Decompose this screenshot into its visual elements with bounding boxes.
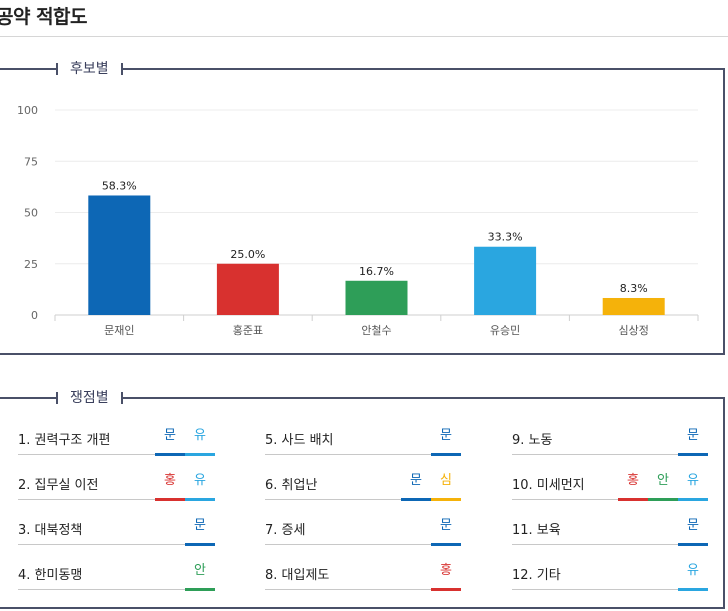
issue-label: 7. 증세 <box>265 523 306 538</box>
bar-1 <box>88 195 151 315</box>
issue-item: 3. 대북정책 문 <box>18 509 215 546</box>
y-tick-label: 0 <box>31 309 38 322</box>
candidate-tags: 문 <box>431 419 461 456</box>
issue-label: 3. 대북정책 <box>18 523 83 538</box>
issue-label: 12. 기타 <box>512 568 561 583</box>
candidate-tags: 문 <box>678 509 708 546</box>
issue-label: 2. 집무실 이전 <box>18 478 99 493</box>
issue-item: 12. 기타 유 <box>512 554 708 591</box>
issue-label: 10. 미세먼지 <box>512 478 585 493</box>
x-tick-label: 심상정 <box>619 324 649 337</box>
candidate-bar-chart: 0 25 50 75 100 58.3% 문재인 25.0% 홍준표 16.7% 안철수 33.3% 유… <box>17 104 699 337</box>
x-tick-label: 홍준표 <box>233 323 263 337</box>
bar-2 <box>216 263 279 315</box>
y-tick-label: 50 <box>24 207 38 220</box>
x-tick-label: 유승민 <box>490 324 520 337</box>
issue-item: 10. 미세먼지 홍 안 유 <box>512 464 708 501</box>
candidate-tag: 유 <box>678 554 708 591</box>
issues-panel: 쟁점별 1. 권력구조 개편 문 유 2. 집무실 이전 홍 유 3. 대북정책 문 4. 한미… <box>0 388 725 609</box>
candidate-tag: 문 <box>678 419 708 456</box>
candidate-tags: 문 <box>678 419 708 456</box>
issue-item: 2. 집무실 이전 홍 유 <box>18 464 215 501</box>
candidate-tag: 홍 <box>431 554 461 591</box>
candidate-tags: 유 <box>678 554 708 591</box>
issue-item: 8. 대입제도 홍 <box>265 554 461 591</box>
candidates-panel: 후보별 0 25 50 75 100 58.3% 문재인 25.0% 홍준표 16.7% 안철수 33… <box>0 59 725 355</box>
issue-label: 6. 취업난 <box>265 478 318 493</box>
candidate-tag: 안 <box>185 554 215 591</box>
candidate-tag: 유 <box>185 464 215 501</box>
issue-label: 1. 권력구조 개편 <box>18 433 111 448</box>
title-divider <box>0 36 728 37</box>
candidate-tag: 유 <box>185 419 215 456</box>
bar-value-label: 8.3% <box>620 282 648 295</box>
issue-item: 4. 한미동맹 안 <box>18 554 215 591</box>
candidates-section-title: 후보별 <box>56 59 123 79</box>
bar-5 <box>602 297 665 315</box>
x-tick-label: 안철수 <box>361 324 391 337</box>
issue-label: 5. 사드 배치 <box>265 433 334 448</box>
candidate-tag: 문 <box>185 509 215 546</box>
candidate-tag: 문 <box>678 509 708 546</box>
page-title: 공약 적합도 <box>0 6 88 28</box>
bar-3 <box>345 280 408 315</box>
issue-item: 7. 증세 문 <box>265 509 461 546</box>
bar-value-label: 16.7% <box>359 265 394 278</box>
bar-value-label: 25.0% <box>230 248 265 261</box>
candidate-tag: 심 <box>431 464 461 501</box>
candidate-tag: 문 <box>155 419 185 456</box>
bar-value-label: 58.3% <box>102 179 137 192</box>
y-tick-label: 100 <box>17 104 38 117</box>
candidate-tags: 안 <box>185 554 215 591</box>
issue-label: 9. 노동 <box>512 433 553 448</box>
candidate-tags: 문 <box>185 509 215 546</box>
candidate-tag: 안 <box>648 464 678 501</box>
x-tick-label: 문재인 <box>104 324 134 337</box>
candidate-tag: 문 <box>401 464 431 501</box>
candidate-tags: 홍 <box>431 554 461 591</box>
issue-item: 5. 사드 배치 문 <box>265 419 461 456</box>
issue-label: 11. 보육 <box>512 523 561 538</box>
y-tick-label: 25 <box>24 258 38 271</box>
candidate-tag: 문 <box>431 509 461 546</box>
issue-item: 9. 노동 문 <box>512 419 708 456</box>
y-tick-label: 75 <box>24 155 38 168</box>
candidate-tags: 문 <box>431 509 461 546</box>
bar-value-label: 33.3% <box>488 231 523 244</box>
candidate-tag: 유 <box>678 464 708 501</box>
issue-label: 4. 한미동맹 <box>18 568 83 583</box>
bar-4 <box>474 246 537 315</box>
issue-item: 11. 보육 문 <box>512 509 708 546</box>
issues-section-title: 쟁점별 <box>56 388 123 408</box>
candidate-tag: 홍 <box>618 464 648 501</box>
issue-label: 8. 대입제도 <box>265 568 330 583</box>
candidate-tag: 홍 <box>155 464 185 501</box>
issue-item: 1. 권력구조 개편 문 유 <box>18 419 215 456</box>
issue-item: 6. 취업난 문 심 <box>265 464 461 501</box>
candidate-tag: 문 <box>431 419 461 456</box>
